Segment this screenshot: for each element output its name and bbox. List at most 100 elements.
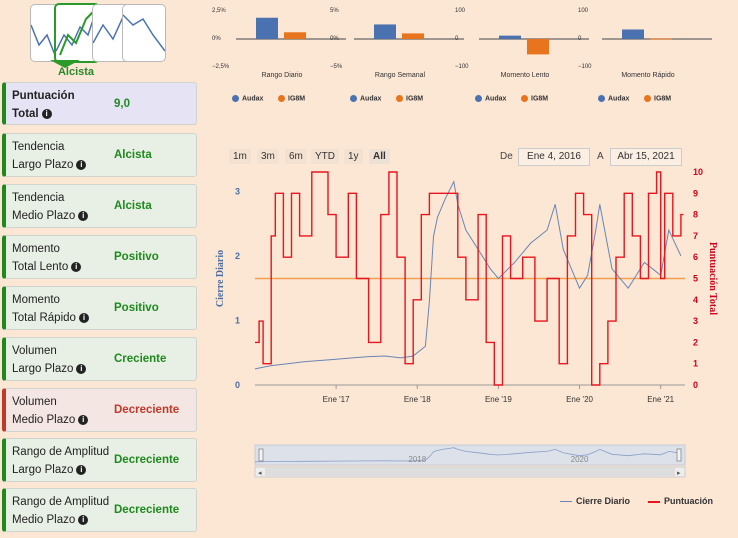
indicator-card[interactable]: Volumen Largo Plazo i Creciente (2, 337, 197, 381)
mini-tick: 5% (330, 8, 339, 14)
bar-audax[interactable] (622, 29, 644, 39)
card-value: Alcista (114, 200, 152, 212)
legend-audax-label: Audax (360, 95, 382, 103)
mini-chart: 2,5% 0% −2,5% Rango Diario Audax IG8M (212, 4, 352, 104)
to-date-input[interactable]: Abr 15, 2021 (610, 148, 682, 166)
mini-tick: 0 (578, 36, 582, 42)
legend-audax[interactable]: Audax (475, 95, 506, 102)
y-right-tick: 10 (693, 167, 703, 177)
legend-ig8m[interactable]: IG8M (396, 95, 423, 102)
y-left-tick: 3 (235, 186, 240, 196)
mini-chart: 100 0 −100 Momento Lento Audax IG8M (455, 4, 595, 104)
info-icon[interactable]: i (78, 210, 89, 221)
mini-plot (602, 29, 712, 40)
range-button-all[interactable]: All (369, 149, 390, 164)
mini-tick: 0 (455, 36, 459, 42)
legend-audax[interactable]: Audax (232, 95, 263, 102)
legend-audax-label: Audax (242, 95, 264, 103)
legend-audax[interactable]: Audax (598, 95, 629, 102)
scrollbar-thumb[interactable] (265, 468, 675, 476)
info-icon[interactable]: i (76, 464, 87, 475)
card-label: Rango de Amplitud Largo Plazo i (12, 443, 109, 479)
legend-ig8m-label: IG8M (654, 95, 672, 103)
to-label: A (597, 151, 604, 162)
info-icon[interactable]: i (41, 108, 52, 119)
card-value: Decreciente (114, 504, 180, 516)
card-label-line1: Rango de Amplitud (12, 446, 110, 458)
legend-ig8m[interactable]: IG8M (644, 95, 671, 102)
card-label: Momento Total Lento i (12, 240, 82, 276)
navigator[interactable] (254, 444, 686, 466)
bar-audax[interactable] (374, 24, 396, 39)
trend-selector (30, 2, 166, 68)
scroll-right-icon[interactable]: ▸ (677, 470, 681, 477)
range-button-6m[interactable]: 6m (285, 149, 307, 164)
mini-plot (479, 35, 589, 55)
indicator-card[interactable]: Tendencia Largo Plazo i Alcista (2, 133, 197, 177)
y-left-label: Cierre Diario (215, 250, 226, 307)
series-score[interactable] (255, 171, 684, 386)
from-date-input[interactable]: Ene 4, 2016 (518, 148, 590, 166)
card-label-line2: Total Rápido (12, 312, 76, 324)
indicator-card[interactable]: Rango de Amplitud Largo Plazo i Decreciente (2, 438, 197, 482)
info-icon[interactable]: i (76, 159, 87, 170)
range-button-1y[interactable]: 1y (344, 149, 363, 164)
indicator-card[interactable]: Rango de Amplitud Medio Plazo i Decreciente (2, 488, 197, 532)
info-icon[interactable]: i (78, 414, 89, 425)
selected-pointer-icon (50, 60, 80, 68)
legend-audax[interactable]: Audax (350, 95, 381, 102)
card-label-line2: Medio Plazo (12, 210, 76, 222)
navigator-handle-left[interactable] (258, 448, 264, 462)
indicator-card[interactable]: Momento Total Rápido i Positivo (2, 286, 197, 330)
navigator-tick: 2018 (408, 455, 426, 464)
range-button-1m[interactable]: 1m (229, 149, 251, 164)
indicator-card[interactable]: Puntuación Total i 9,0 (2, 82, 197, 125)
card-label-line2: Total Lento (12, 261, 69, 273)
legend-score-label: Puntuación (664, 496, 713, 506)
x-tick: Ene '19 (485, 395, 512, 404)
indicator-card[interactable]: Tendencia Medio Plazo i Alcista (2, 184, 197, 228)
bar-audax[interactable] (499, 35, 521, 39)
y-left-tick: 1 (235, 315, 240, 325)
trend-label: Alcista (57, 66, 95, 78)
info-icon[interactable]: i (76, 363, 87, 374)
x-tick: Ene '18 (404, 395, 431, 404)
legend-ig8m[interactable]: IG8M (278, 95, 305, 102)
info-icon[interactable]: i (78, 514, 89, 525)
bar-ig8m[interactable] (527, 39, 549, 55)
card-label-line2: Largo Plazo (12, 159, 74, 171)
x-tick: Ene '20 (566, 395, 593, 404)
mini-tick: 0% (330, 36, 339, 42)
bar-ig8m[interactable] (402, 33, 424, 39)
card-value: Creciente (114, 353, 167, 365)
info-icon[interactable]: i (78, 312, 89, 323)
range-button-3m[interactable]: 3m (257, 149, 279, 164)
legend-close[interactable]: Cierre Diario (560, 496, 630, 506)
indicator-card[interactable]: Volumen Medio Plazo i Decreciente (2, 388, 197, 432)
legend-close-label: Cierre Diario (576, 496, 631, 506)
mini-title: Rango Semanal (374, 72, 426, 79)
range-button-ytd[interactable]: YTD (311, 149, 339, 164)
legend-ig8m-label: IG8M (406, 95, 424, 103)
bar-ig8m[interactable] (284, 32, 306, 39)
scroll-left-icon[interactable]: ◂ (258, 470, 262, 477)
y-right-tick: 6 (693, 252, 698, 262)
legend-score[interactable]: Puntuación (648, 496, 713, 506)
card-label-line1: Momento (12, 243, 60, 255)
y-right-tick: 7 (693, 231, 698, 241)
card-value: 9,0 (114, 97, 130, 110)
legend-ig8m[interactable]: IG8M (521, 95, 548, 102)
bar-audax[interactable] (256, 17, 278, 39)
indicator-card[interactable]: Momento Total Lento i Positivo (2, 235, 197, 279)
info-icon[interactable]: i (71, 261, 82, 272)
mini-plot (236, 17, 346, 40)
y-right-tick: 4 (693, 295, 698, 305)
card-label: Volumen Largo Plazo i (12, 342, 87, 378)
y-left-tick: 0 (235, 380, 240, 390)
navigator-handle-right[interactable] (676, 448, 682, 462)
legend-audax-label: Audax (485, 95, 507, 103)
bar-ig8m[interactable] (650, 38, 672, 40)
mini-chart: 5% 0% −5% Rango Semanal Audax IG8M (330, 4, 470, 104)
series-close[interactable] (254, 180, 682, 370)
card-label-line1: Puntuación (12, 90, 75, 102)
